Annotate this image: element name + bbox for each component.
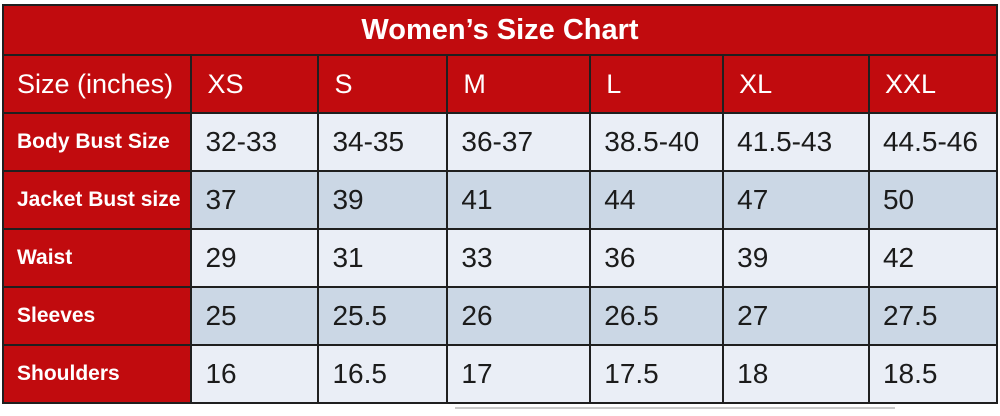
cell-jacket-bust-m: 41 bbox=[446, 172, 590, 228]
cell-waist-s: 31 bbox=[317, 230, 447, 286]
row-label-waist: Waist bbox=[4, 230, 191, 286]
cell-jacket-bust-xxl: 50 bbox=[867, 172, 996, 228]
column-header-l: L bbox=[589, 56, 723, 112]
table-drop-shadow bbox=[455, 407, 895, 409]
table-row-waist: Waist 29 31 33 36 39 42 bbox=[4, 228, 996, 286]
cell-body-bust-xs: 32-33 bbox=[190, 114, 318, 170]
cell-sleeves-l: 26.5 bbox=[589, 288, 723, 344]
column-header-s: S bbox=[317, 56, 447, 112]
cell-jacket-bust-s: 39 bbox=[317, 172, 447, 228]
row-label-sleeves: Sleeves bbox=[4, 288, 191, 344]
cell-sleeves-xxl: 27.5 bbox=[867, 288, 996, 344]
column-header-size-inches: Size (inches) bbox=[4, 56, 191, 112]
cell-waist-l: 36 bbox=[589, 230, 723, 286]
cell-body-bust-xl: 41.5-43 bbox=[722, 114, 868, 170]
cell-body-bust-m: 36-37 bbox=[446, 114, 590, 170]
title-row: Women’s Size Chart bbox=[4, 6, 996, 54]
cell-shoulders-m: 17 bbox=[446, 346, 590, 402]
header-row: Size (inches) XS S M L XL XXL bbox=[4, 54, 996, 112]
column-header-m: M bbox=[446, 56, 590, 112]
column-header-xs: XS bbox=[190, 56, 318, 112]
cell-waist-m: 33 bbox=[446, 230, 590, 286]
column-header-xl: XL bbox=[722, 56, 868, 112]
table-row-shoulders: Shoulders 16 16.5 17 17.5 18 18.5 bbox=[4, 344, 996, 402]
cell-sleeves-m: 26 bbox=[446, 288, 590, 344]
cell-shoulders-xl: 18 bbox=[722, 346, 868, 402]
row-label-shoulders: Shoulders bbox=[4, 346, 191, 402]
cell-shoulders-xs: 16 bbox=[190, 346, 318, 402]
cell-sleeves-s: 25.5 bbox=[317, 288, 447, 344]
cell-jacket-bust-xl: 47 bbox=[722, 172, 868, 228]
chart-title: Women’s Size Chart bbox=[4, 6, 996, 54]
cell-body-bust-xxl: 44.5-46 bbox=[867, 114, 996, 170]
cell-jacket-bust-l: 44 bbox=[589, 172, 723, 228]
cell-waist-xxl: 42 bbox=[867, 230, 996, 286]
cell-jacket-bust-xs: 37 bbox=[190, 172, 318, 228]
cell-shoulders-l: 17.5 bbox=[589, 346, 723, 402]
cell-body-bust-s: 34-35 bbox=[317, 114, 447, 170]
row-label-body-bust-size: Body Bust Size bbox=[4, 114, 191, 170]
cell-waist-xs: 29 bbox=[190, 230, 318, 286]
size-chart-table: Women’s Size Chart Size (inches) XS S M … bbox=[2, 4, 998, 404]
cell-body-bust-l: 38.5-40 bbox=[589, 114, 723, 170]
table-row-sleeves: Sleeves 25 25.5 26 26.5 27 27.5 bbox=[4, 286, 996, 344]
column-header-xxl: XXL bbox=[867, 56, 996, 112]
cell-shoulders-xxl: 18.5 bbox=[867, 346, 996, 402]
table-row-body-bust-size: Body Bust Size 32-33 34-35 36-37 38.5-40… bbox=[4, 112, 996, 170]
cell-sleeves-xl: 27 bbox=[722, 288, 868, 344]
cell-waist-xl: 39 bbox=[722, 230, 868, 286]
row-label-jacket-bust-size: Jacket Bust size bbox=[4, 172, 191, 228]
cell-shoulders-s: 16.5 bbox=[317, 346, 447, 402]
table-row-jacket-bust-size: Jacket Bust size 37 39 41 44 47 50 bbox=[4, 170, 996, 228]
cell-sleeves-xs: 25 bbox=[190, 288, 318, 344]
